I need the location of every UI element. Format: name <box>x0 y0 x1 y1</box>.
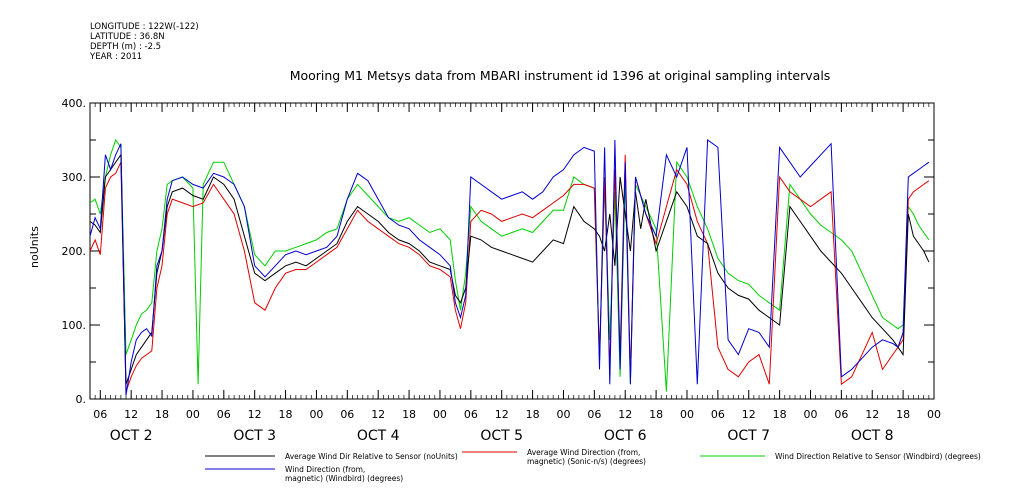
x-tick-label: 06 <box>464 408 478 421</box>
x-tick-label: 12 <box>495 408 509 421</box>
x-tick-label: 00 <box>680 408 694 421</box>
latitude-text: LATITUDE : 36.8N <box>90 32 165 42</box>
year-text: YEAR : 2011 <box>90 52 143 62</box>
x-tick-label: 12 <box>371 408 385 421</box>
x-tick-label: 00 <box>433 408 447 421</box>
x-tick-label: 06 <box>340 408 354 421</box>
legend-label-4: magnetic) (Windbird) (degrees) <box>285 474 403 483</box>
x-tick-label: 18 <box>279 408 293 421</box>
longitude-text: LONGITUDE : 122W(-122) <box>90 22 199 32</box>
x-day-label: OCT 7 <box>727 428 770 444</box>
x-day-label: OCT 3 <box>233 428 276 444</box>
series-line-3 <box>89 138 930 392</box>
x-tick-label: 06 <box>217 408 231 421</box>
x-tick-label: 06 <box>587 408 601 421</box>
y-tick-label: 0. <box>76 393 87 406</box>
x-tick-label: 06 <box>834 408 848 421</box>
metadata-block: LONGITUDE : 122W(-122) LATITUDE : 36.8N … <box>90 22 199 62</box>
legend-label-2: magnetic) (Sonic-n/s) (degrees) <box>527 457 646 466</box>
series-line-2 <box>89 154 930 392</box>
x-tick-label: 18 <box>526 408 540 421</box>
x-tick-label: 12 <box>742 408 756 421</box>
depth-text: DEPTH (m) : -2.5 <box>90 42 162 52</box>
legend-label-4: Wind Direction (from, <box>285 465 365 474</box>
x-tick-label: 18 <box>649 408 663 421</box>
y-tick-label: 300. <box>62 171 87 184</box>
x-tick-label: 00 <box>556 408 570 421</box>
x-tick-label: 00 <box>803 408 817 421</box>
y-tick-label: 100. <box>62 319 87 332</box>
x-tick-label: 12 <box>865 408 879 421</box>
legend-label-3: Wind Direction Relative to Sensor (Windb… <box>775 452 981 461</box>
x-tick-label: 00 <box>309 408 323 421</box>
legend-label-1: Average Wind Dir Relative to Sensor (noU… <box>285 452 458 461</box>
x-day-label: OCT 5 <box>480 428 523 444</box>
y-tick-label: 400. <box>62 97 87 110</box>
x-tick-label: 12 <box>124 408 138 421</box>
x-day-label: OCT 6 <box>604 428 647 444</box>
x-tick-label: 00 <box>186 408 200 421</box>
chart-title: Mooring M1 Metsys data from MBARI instru… <box>289 68 831 83</box>
plot-frame <box>89 102 935 400</box>
x-tick-label: 12 <box>248 408 262 421</box>
x-tick-label: 00 <box>927 408 941 421</box>
x-day-label: OCT 8 <box>851 428 894 444</box>
x-tick-label: 18 <box>896 408 910 421</box>
y-tick-label: 200. <box>62 245 87 258</box>
x-day-label: OCT 2 <box>110 428 153 444</box>
x-tick-label: 12 <box>618 408 632 421</box>
x-tick-label: 18 <box>155 408 169 421</box>
legend-label-2: Average Wind Direction (from, <box>527 448 640 457</box>
x-tick-label: 06 <box>711 408 725 421</box>
x-tick-label: 18 <box>773 408 787 421</box>
series-line-4 <box>89 139 930 396</box>
x-tick-label: 18 <box>402 408 416 421</box>
x-day-label: OCT 4 <box>357 428 400 444</box>
x-tick-label: 06 <box>93 408 107 421</box>
series-line-1 <box>89 153 930 385</box>
